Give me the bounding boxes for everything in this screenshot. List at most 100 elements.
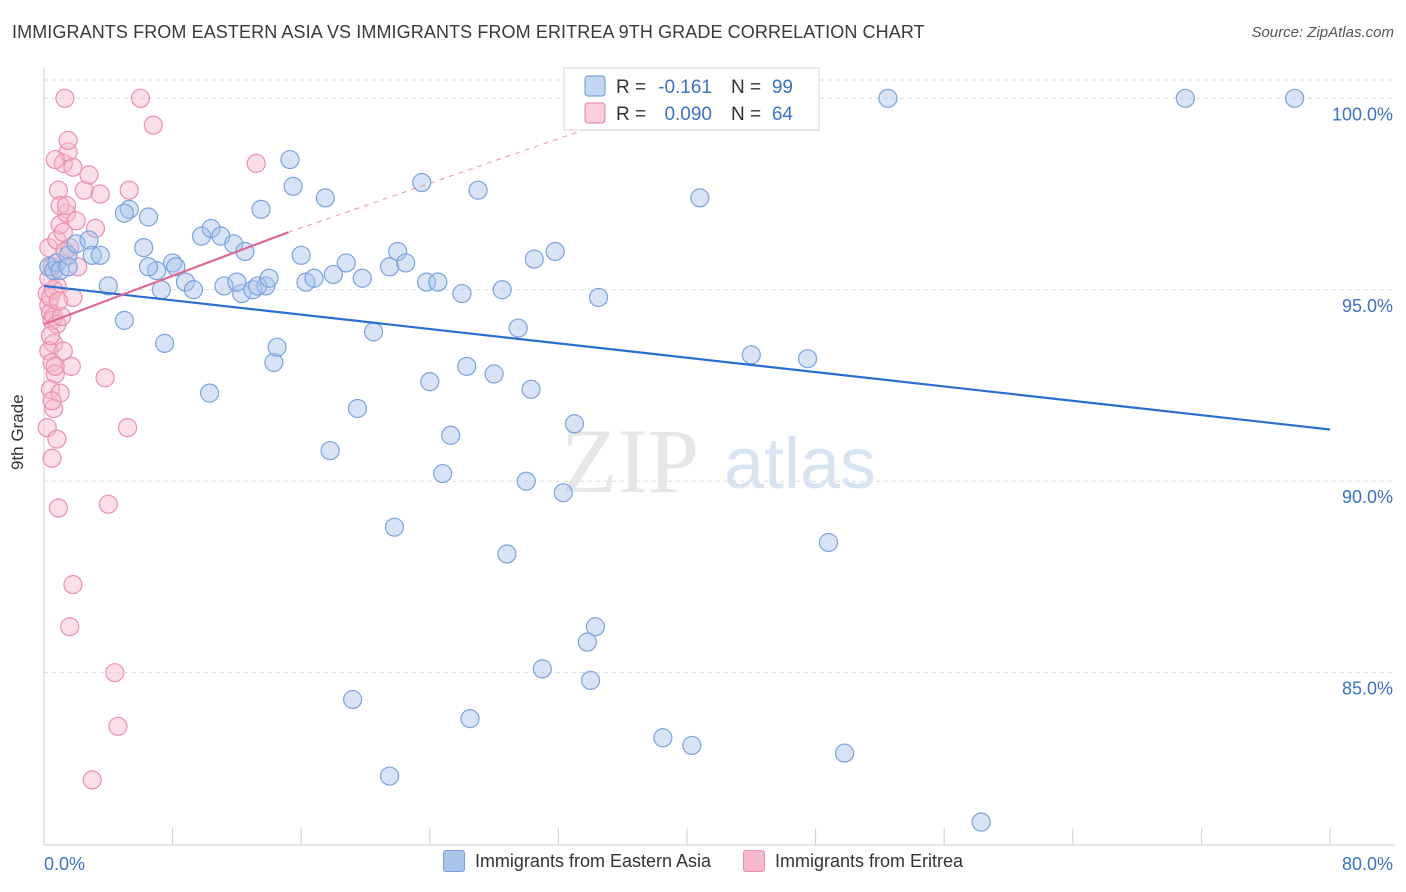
eastern-asia-point [433, 463, 453, 484]
eritrea-point [90, 184, 110, 204]
eastern-asia-point [580, 670, 601, 690]
eastern-asia-point [564, 414, 585, 434]
eastern-asia-point [98, 276, 118, 296]
grid-layer [44, 79, 1395, 674]
eritrea-point [47, 429, 67, 449]
eastern-asia-point [183, 280, 204, 300]
eastern-asia-point [380, 766, 400, 786]
eastern-asia-point [524, 249, 544, 269]
eritrea-point [60, 617, 80, 637]
eritrea-point [55, 88, 75, 108]
eastern-asia-point [797, 349, 818, 369]
eastern-asia-point [577, 632, 597, 652]
eritrea-point [108, 716, 128, 736]
eastern-asia-point [516, 471, 536, 491]
eastern-asia-point [497, 544, 517, 564]
eastern-asia-point [248, 276, 268, 296]
chart-title: IMMIGRANTS FROM EASTERN ASIA VS IMMIGRAN… [12, 22, 925, 42]
eastern-asia-point [343, 689, 363, 710]
eastern-asia-point [58, 245, 78, 265]
eastern-asia-point [323, 264, 343, 285]
legend-item-eastern-asia[interactable]: Immigrants from Eastern Asia [442, 850, 712, 872]
eastern-asia-point [336, 253, 356, 273]
eritrea-point [63, 157, 83, 177]
eritrea-point [61, 356, 81, 376]
trend-lines [43, 82, 1331, 431]
eritrea-point [143, 115, 163, 135]
eastern-asia-trend-line [43, 284, 1331, 431]
eastern-asia-point [553, 483, 573, 503]
legend-item-eritrea[interactable]: Immigrants from Eritrea [743, 850, 963, 872]
eastern-asia-point [58, 257, 78, 277]
eastern-asia-point [484, 364, 504, 384]
eastern-asia-point [690, 188, 710, 208]
stats-r-label: R = [616, 77, 646, 98]
eastern-asia-point [428, 272, 448, 292]
eastern-asia-point [384, 517, 405, 537]
eastern-asia-point [508, 318, 528, 338]
stats-swatch [584, 102, 606, 124]
stats-r-value: 0.090 [664, 104, 712, 125]
eritrea-point [130, 88, 151, 108]
eastern-asia-point [82, 245, 102, 265]
stats-r-label: R = [616, 104, 646, 125]
eritrea-point [66, 211, 86, 231]
eastern-asia-point [452, 283, 472, 304]
eastern-asia-point [214, 276, 234, 296]
eastern-asia-point [741, 345, 761, 365]
eritrea-trend-line [43, 231, 289, 326]
eastern-asia-point [441, 425, 461, 445]
eritrea-point [40, 326, 61, 346]
eastern-asia-point [267, 337, 287, 357]
stats-n-value: 99 [772, 77, 793, 98]
eastern-asia-point [818, 532, 839, 553]
eastern-asia-point [352, 268, 372, 288]
eastern-asia-point [114, 203, 134, 223]
eritrea-point [44, 280, 64, 300]
eritrea-point [56, 195, 77, 216]
eastern-asia-point [834, 743, 855, 763]
eritrea-point [48, 180, 69, 200]
eastern-asia-point [66, 234, 86, 254]
eastern-asia-point [532, 659, 552, 679]
legend-label-eastern-asia: Immigrants from Eastern Asia [474, 850, 712, 871]
eritrea-point [117, 418, 138, 438]
eritrea-points [37, 88, 266, 790]
eastern-asia-point [585, 617, 605, 637]
legend-swatch-blue [442, 850, 465, 872]
eritrea-point [58, 130, 78, 151]
eastern-asia-point [412, 172, 432, 193]
eastern-asia-point [154, 333, 175, 353]
eastern-asia-point [114, 310, 134, 330]
eastern-asia-point [320, 440, 340, 461]
eastern-asia-point [380, 257, 400, 277]
eastern-asia-point [347, 398, 368, 419]
eastern-asia-point [468, 180, 488, 200]
eastern-asia-point [264, 352, 284, 373]
eastern-asia-point [232, 283, 252, 304]
eastern-asia-point [315, 188, 335, 208]
eritrea-point [63, 575, 83, 595]
eastern-asia-point [199, 383, 220, 403]
eastern-asia-point [138, 207, 159, 227]
x-tick-label-max: 80.0% [1342, 854, 1393, 874]
x-tick-label-min: 0.0% [44, 854, 85, 874]
legend-swatch-pink [743, 850, 766, 872]
eritrea-point [45, 356, 65, 376]
eastern-asia-point [878, 88, 898, 108]
eastern-asia-point [420, 372, 440, 392]
eastern-asia-point [416, 272, 437, 292]
eastern-asia-point [588, 287, 609, 308]
stats-swatch [584, 75, 606, 97]
y-tick-label: 95.0% [1342, 296, 1393, 316]
eritrea-point [56, 203, 77, 223]
eritrea-point [82, 770, 102, 790]
stats-box-frame [563, 67, 820, 131]
eritrea-point [246, 153, 266, 173]
watermark-atlas: atlas [724, 424, 876, 504]
eritrea-point [45, 149, 65, 170]
y-tick-label: 100.0% [1332, 104, 1393, 124]
eastern-asia-point [201, 218, 221, 239]
eastern-asia-point [175, 272, 196, 292]
